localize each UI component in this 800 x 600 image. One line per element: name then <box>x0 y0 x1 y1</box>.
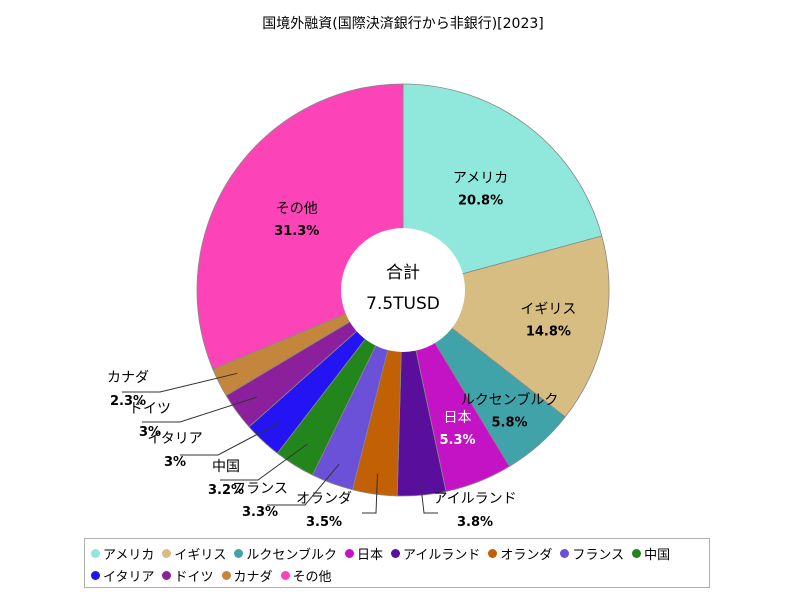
legend-item-11: その他 <box>280 564 332 586</box>
legend-item-6: フランス <box>560 542 624 564</box>
center-hole <box>341 228 465 352</box>
legend-label: オランダ <box>500 547 553 563</box>
legend-swatch-icon <box>234 548 244 558</box>
center-label: 合計 <box>386 263 420 283</box>
slice-10-leader <box>122 372 238 393</box>
center-value: 7.5TUSD <box>366 294 440 314</box>
legend-item-4: アイルランド <box>391 542 480 564</box>
slice-11-value: 31.3% <box>274 224 319 239</box>
slice-9-label: ドイツ <box>129 401 171 417</box>
legend-label: イタリア <box>103 569 155 585</box>
slice-5-leader <box>362 473 378 514</box>
legend-item-5: オランダ <box>488 542 552 564</box>
legend-label: フランス <box>572 547 625 563</box>
slice-9-value: 3% <box>139 425 161 440</box>
legend-label: アイルランド <box>403 547 481 563</box>
legend-swatch-icon <box>560 548 570 558</box>
legend-item-7: 中国 <box>632 542 670 564</box>
slice-9-leader <box>142 396 257 423</box>
slice-11-label: その他 <box>276 201 318 217</box>
slice-2-value: 5.8% <box>492 415 528 430</box>
slice-8-leader <box>180 422 280 456</box>
slice-8-label: イタリア <box>147 431 202 447</box>
slice-10-label: カナダ <box>107 370 149 386</box>
legend-item-8: イタリア <box>91 564 154 586</box>
legend-swatch-icon <box>632 548 642 558</box>
legend-swatch-icon <box>162 570 172 580</box>
legend-item-2: ルクセンブルク <box>234 542 337 564</box>
legend-label: その他 <box>292 569 332 585</box>
legend-label: カナダ <box>233 569 273 585</box>
slice-7-leader <box>220 443 308 481</box>
legend: アメリカ イギリス ルクセンブルク 日本 アイルランド オランダ フランス 中国イタリア ドイツ… <box>84 538 710 588</box>
slice-4-label: アイルランド <box>433 491 516 507</box>
slice-5-value: 3.5% <box>306 515 342 530</box>
slice-1-value: 14.8% <box>526 324 571 339</box>
legend-label: 中国 <box>644 547 671 563</box>
legend-items: アメリカ イギリス ルクセンブルク 日本 アイルランド オランダ フランス 中国イタリア ドイツ… <box>85 539 709 586</box>
legend-label: 日本 <box>357 547 384 563</box>
legend-label: イギリス <box>174 547 227 563</box>
slice-2-label: ルクセンブルク <box>461 391 559 408</box>
legend-label: ドイツ <box>174 569 214 585</box>
slice-5-label: オランダ <box>296 491 352 507</box>
slice-8-value: 3% <box>164 455 186 470</box>
slice-4-value: 3.8% <box>457 515 493 530</box>
legend-swatch-icon <box>488 548 498 558</box>
legend-item-9: ドイツ <box>162 564 214 586</box>
legend-swatch-icon <box>280 570 290 580</box>
slice-0-value: 20.8% <box>458 194 503 209</box>
slice-1-label: イギリス <box>520 301 576 317</box>
legend-label: アメリカ <box>103 547 155 563</box>
chart-title: 国境外融資(国際決済銀行から非銀行)[2023] <box>262 16 543 32</box>
slice-0-wedge <box>402 83 603 291</box>
legend-label: ルクセンブルク <box>246 547 337 563</box>
legend-item-3: 日本 <box>345 542 383 564</box>
slice-3-value: 5.3% <box>440 433 476 448</box>
slice-3-label: 日本 <box>444 410 472 426</box>
slice-7-value: 3.2% <box>208 483 244 498</box>
slice-0-label: アメリカ <box>453 171 508 187</box>
legend-item-1: イギリス <box>162 542 226 564</box>
legend-swatch-icon <box>391 548 401 558</box>
legend-swatch-icon <box>345 548 354 558</box>
slice-6-value: 3.3% <box>242 505 278 520</box>
slice-4-leader <box>420 484 438 514</box>
legend-swatch-icon <box>221 570 231 580</box>
slice-10-value: 2.3% <box>110 394 146 409</box>
legend-item-0: アメリカ <box>91 542 154 564</box>
legend-swatch-icon <box>91 548 100 558</box>
slice-6-label: フランス <box>232 481 288 497</box>
legend-swatch-icon <box>91 570 100 580</box>
legend-item-10: カナダ <box>221 564 273 586</box>
slice-7-label: 中国 <box>212 459 240 475</box>
labels-layer: アメリカ 20.8% イギリス 14.8% ルクセンブルク 5.8% 日本 5.3% アイルラン… <box>107 171 576 530</box>
slice-6-leader <box>267 463 340 506</box>
legend-swatch-icon <box>162 548 172 558</box>
